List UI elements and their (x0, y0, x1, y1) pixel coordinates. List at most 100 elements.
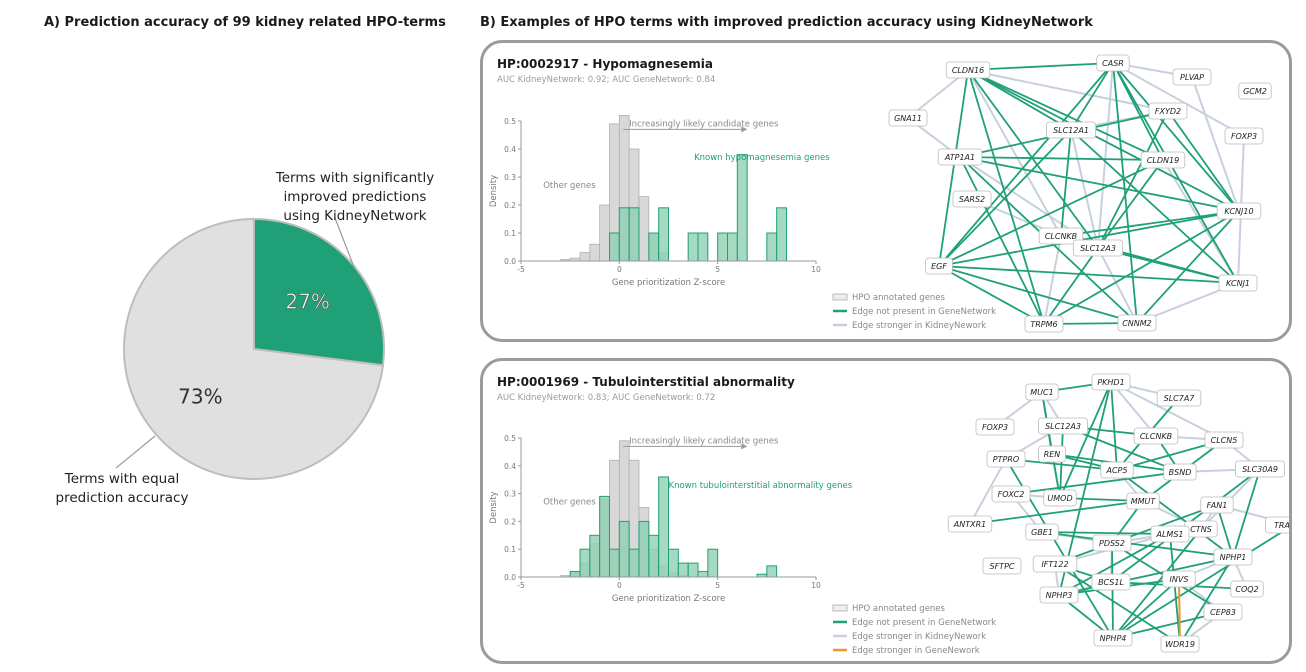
edge-not-in-genenetwork (1169, 533, 1181, 645)
gene-node-label: ATP1A1 (944, 153, 975, 162)
histogram: -5 0 5 10 0.0 0.1 0.2 0.3 0.4 0.5 Gene prioritizat… (489, 115, 830, 288)
gene-node (1043, 489, 1077, 507)
known-gene-bar (609, 548, 620, 578)
known-gene-bar (648, 534, 660, 578)
y-tick-label: 0.4 (504, 462, 516, 471)
known-gene-bar (736, 154, 748, 262)
edge-not-in-genenetwork (938, 62, 1114, 267)
legend-label-0: HPO annotated genes (852, 604, 946, 614)
gene-node (1091, 573, 1131, 591)
tubulointerstitial-auc: AUC KidneyNetwork: 0.83; AUC GeneNetwork… (497, 393, 716, 403)
edge-not-in-genenetwork (1054, 504, 1218, 565)
equal-label-line-0: Terms with equal (64, 471, 179, 487)
gene-node-label: ALMS1 (1156, 530, 1184, 539)
edge-not-in-genenetwork (938, 69, 969, 267)
gene-node (937, 148, 983, 166)
gene-node (1200, 496, 1234, 514)
gene-node-label: INVS (1170, 575, 1189, 584)
known-gene-bar (579, 548, 591, 578)
hypomagnesemia-title: HP:0002917 - Hypomagnesemia (497, 57, 713, 71)
gene-node-label: PDSS2 (1099, 539, 1125, 548)
gene-node (986, 450, 1026, 468)
y-tick-label: 0.0 (504, 573, 516, 582)
x-tick-label: -5 (517, 265, 525, 274)
x-axis-label: Gene prioritization Z-score (612, 278, 725, 288)
gene-node (1160, 635, 1200, 653)
x-tick-label: 0 (617, 581, 622, 590)
gene-node-label: ACP5 (1106, 466, 1128, 475)
edge-not-in-genenetwork (1167, 110, 1240, 212)
gene-node-label: CLDN19 (1147, 156, 1179, 165)
edge-not-in-genenetwork (1110, 381, 1118, 471)
y-tick-label: 0.3 (504, 173, 516, 182)
edge-not-in-genenetwork (969, 500, 1144, 525)
gene-node (1204, 431, 1244, 449)
improved-label-line-2: using KidneyNetwork (283, 208, 426, 224)
edge-not-in-genenetwork (1116, 469, 1234, 558)
tubulointerstitial-figure: PKHD1 MUC1 SLC7A7 FOXP3 SLC12A3 CLCNKB CLCN5 RE… (489, 373, 1289, 656)
edge-stronger-kidneynetwork (1110, 381, 1157, 437)
gene-node (1148, 102, 1188, 120)
gene-node-label: BSND (1169, 468, 1192, 477)
edge-not-in-genenetwork (1041, 531, 1171, 535)
gene-node-label: COQ2 (1235, 585, 1258, 594)
gene-node (1235, 460, 1286, 478)
edge-stronger-kidneynetwork (1097, 62, 1114, 249)
edge-not-in-genenetwork (967, 69, 1072, 131)
network-nodes: CLDN16 CASR PLVAP GCM2 GNA11 FXYD2 FOXP3 SLC12A… (888, 54, 1272, 333)
gene-node-label: MMUT (1131, 497, 1157, 506)
gene-node (1126, 492, 1160, 510)
known-gene-bar (717, 232, 729, 262)
gene-node (1230, 580, 1264, 598)
gene-node-label: CTNS (1190, 525, 1212, 534)
known-gene-bar (599, 495, 610, 578)
gene-node-label: FOXP3 (1231, 132, 1257, 141)
histogram: -5 0 5 10 0.0 0.1 0.2 0.3 0.4 0.5 Gene prioritizat… (489, 434, 853, 604)
x-axis-label: Gene prioritization Z-score (612, 594, 725, 604)
arrow-label: Increasingly likely candidate genes (629, 119, 779, 129)
gene-node-label: SARS2 (959, 195, 985, 204)
gene-node (1024, 315, 1064, 333)
edge-not-in-genenetwork (1070, 129, 1239, 284)
edge-not-in-genenetwork (1216, 504, 1234, 558)
edge-not-in-genenetwork (1112, 526, 1289, 639)
gene-node (1224, 127, 1264, 145)
edge-not-in-genenetwork (1041, 531, 1234, 558)
known-gene-bar (668, 548, 679, 578)
improved-label-line-1: improved predictions (284, 189, 427, 205)
edge-not-in-genenetwork (938, 265, 1138, 324)
gene-node (1172, 68, 1212, 86)
edge-not-in-genenetwork (1112, 578, 1180, 639)
edge-not-in-genenetwork (938, 159, 1164, 267)
legend-swatch-annotated (832, 293, 848, 301)
edge-not-in-genenetwork (959, 156, 1240, 212)
known-gene-bar (609, 232, 620, 262)
y-tick-label: 0.4 (504, 145, 516, 154)
gene-node-label: CLCNKB (1045, 232, 1077, 241)
known-gene-bar (687, 232, 699, 262)
known-gene-bar (776, 207, 787, 262)
gene-node (1203, 603, 1243, 621)
edge-not-in-genenetwork (1070, 62, 1114, 131)
gene-node-label: FOXP3 (982, 423, 1008, 432)
known-genes-label: Known tubulointerstitial abnormality gen… (669, 481, 853, 491)
gene-node-label: FAN1 (1207, 501, 1228, 510)
edge-not-in-genenetwork (1097, 110, 1169, 249)
other-gene-bar (638, 196, 650, 262)
gene-node (975, 418, 1015, 436)
gene-node (1218, 274, 1258, 292)
gene-node-label: SLC30A9 (1242, 465, 1278, 474)
gene-node (1265, 516, 1289, 534)
gene-node (1039, 586, 1079, 604)
edge-not-in-genenetwork (967, 69, 1164, 161)
gene-node-label: KCNJ1 (1226, 279, 1250, 288)
gene-node-label: SLC12A3 (1045, 422, 1081, 431)
pie-value-label-0: 27% (285, 290, 329, 314)
edge-not-in-genenetwork (967, 69, 1099, 249)
gene-node-label: FOXC2 (998, 490, 1025, 499)
gene-node-label: PTPRO (993, 455, 1019, 464)
gene-node (1025, 383, 1059, 401)
edge-not-in-genenetwork (938, 265, 1239, 284)
other-gene-bar (579, 252, 591, 262)
edge-stronger-kidneynetwork (1070, 129, 1099, 249)
